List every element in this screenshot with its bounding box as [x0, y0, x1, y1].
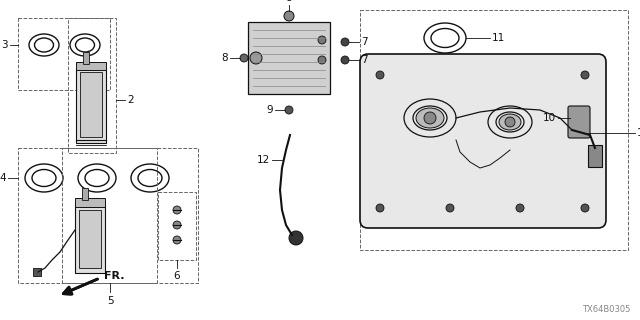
Bar: [18, 18, 110, 90]
Circle shape: [318, 36, 326, 44]
Circle shape: [341, 56, 349, 64]
Text: 10: 10: [543, 113, 556, 123]
Text: 2: 2: [127, 95, 134, 105]
Text: 12: 12: [257, 155, 270, 165]
Text: 8: 8: [285, 0, 292, 3]
Circle shape: [250, 52, 262, 64]
Ellipse shape: [499, 114, 521, 130]
Bar: [79, 210, 101, 268]
Text: 6: 6: [173, 271, 180, 281]
Circle shape: [173, 206, 181, 214]
Circle shape: [285, 106, 293, 114]
Circle shape: [424, 112, 436, 124]
Circle shape: [289, 231, 303, 245]
Bar: [75, 198, 105, 207]
Bar: [62, 148, 157, 283]
Text: 11: 11: [492, 33, 505, 43]
Text: 7: 7: [361, 55, 367, 65]
Bar: [76, 62, 106, 70]
Circle shape: [284, 11, 294, 21]
Text: 7: 7: [361, 37, 367, 47]
Text: TX64B0305: TX64B0305: [582, 305, 630, 314]
Circle shape: [341, 38, 349, 46]
Bar: [33, 268, 41, 276]
Text: 1: 1: [637, 128, 640, 138]
Circle shape: [376, 71, 384, 79]
Circle shape: [318, 56, 326, 64]
Bar: [75, 205, 105, 273]
Text: 8: 8: [221, 53, 228, 63]
Circle shape: [505, 117, 515, 127]
Bar: [83, 52, 89, 64]
FancyBboxPatch shape: [568, 106, 590, 138]
Bar: [248, 22, 330, 94]
Bar: [588, 145, 602, 167]
Text: 5: 5: [107, 296, 113, 306]
Circle shape: [376, 204, 384, 212]
Circle shape: [173, 236, 181, 244]
Circle shape: [581, 71, 589, 79]
Text: 3: 3: [1, 40, 8, 50]
Bar: [18, 148, 198, 283]
Ellipse shape: [416, 108, 444, 128]
Text: 9: 9: [266, 105, 273, 115]
Bar: [80, 72, 102, 137]
Circle shape: [516, 204, 524, 212]
Circle shape: [173, 221, 181, 229]
Text: 4: 4: [0, 173, 6, 183]
Text: FR.: FR.: [104, 271, 125, 281]
Bar: [360, 10, 628, 250]
Circle shape: [446, 204, 454, 212]
Bar: [82, 188, 88, 200]
Circle shape: [581, 204, 589, 212]
Bar: [68, 18, 116, 153]
Bar: [158, 192, 196, 260]
Bar: [76, 68, 106, 143]
FancyBboxPatch shape: [360, 54, 606, 228]
Circle shape: [240, 54, 248, 62]
